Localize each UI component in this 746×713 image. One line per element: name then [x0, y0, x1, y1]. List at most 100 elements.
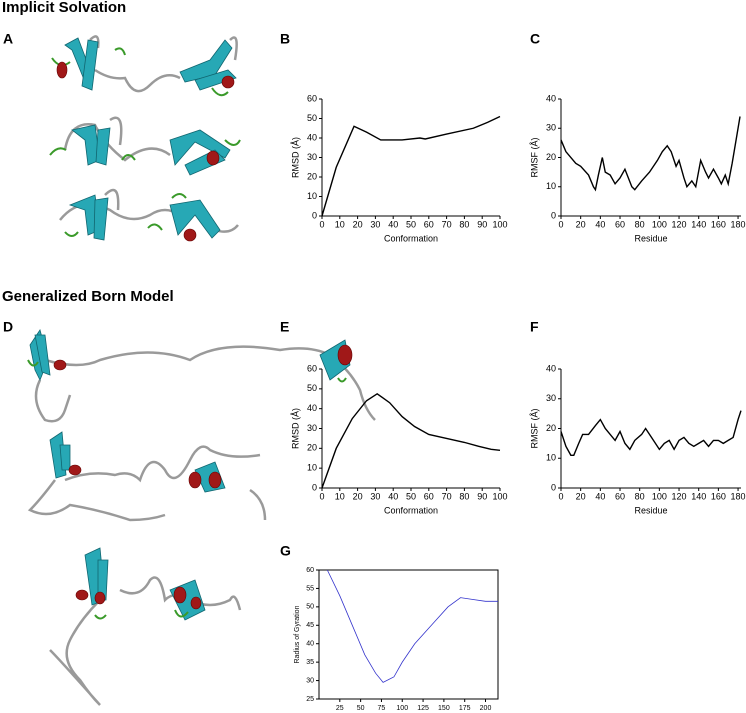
x-tick-label: 70	[442, 491, 452, 501]
y-tick-label: 10	[546, 181, 556, 191]
x-tick-label: 0	[319, 491, 324, 501]
x-tick-label: 80	[459, 219, 469, 229]
data-line	[560, 410, 742, 456]
x-tick-label: 10	[335, 491, 345, 501]
y-axis-label: RMSF (Å)	[529, 409, 539, 449]
data-line	[321, 115, 501, 217]
x-tick-label: 20	[576, 491, 586, 501]
y-tick-label: 35	[306, 659, 314, 666]
x-tick-label: 90	[477, 219, 487, 229]
y-tick-label: 0	[551, 210, 556, 220]
x-tick-label: 140	[691, 219, 706, 229]
x-axis-label: Residue	[634, 233, 667, 243]
x-tick-label: 40	[388, 219, 398, 229]
data-line	[560, 116, 741, 192]
section-heading: Generalized Born Model	[2, 288, 174, 305]
x-tick-label: 0	[319, 219, 324, 229]
y-tick-label: 30	[307, 152, 317, 162]
x-tick-label: 100	[396, 705, 408, 712]
y-tick-label: 20	[546, 152, 556, 162]
x-tick-label: 20	[353, 219, 363, 229]
x-tick-label: 180	[731, 491, 746, 501]
x-tick-label: 120	[672, 491, 687, 501]
x-tick-label: 50	[357, 705, 365, 712]
y-tick-label: 0	[312, 482, 317, 492]
x-axis-label: Conformation	[384, 233, 438, 243]
y-axis-label: RMSD (Å)	[290, 137, 300, 178]
data-line	[321, 392, 501, 489]
x-tick-label: 160	[711, 219, 726, 229]
y-tick-label: 30	[307, 423, 317, 433]
y-tick-label: 0	[551, 482, 556, 492]
x-tick-label: 80	[635, 491, 645, 501]
x-tick-label: 200	[480, 705, 492, 712]
y-axis-label: Radius of Gyration	[294, 605, 301, 663]
y-tick-label: 0	[312, 210, 317, 220]
y-axis-label: RMSF (Å)	[529, 138, 539, 178]
y-tick-label: 30	[546, 393, 556, 403]
y-tick-label: 40	[307, 403, 317, 413]
x-tick-label: 30	[370, 219, 380, 229]
data-line	[326, 569, 498, 683]
x-tick-label: 50	[406, 219, 416, 229]
y-tick-label: 40	[546, 363, 556, 373]
x-axis-label: Residue	[634, 505, 667, 515]
x-tick-label: 80	[635, 219, 645, 229]
y-tick-label: 40	[307, 132, 317, 142]
y-tick-label: 45	[306, 622, 314, 629]
plot-frame	[318, 569, 499, 700]
x-tick-label: 50	[406, 491, 416, 501]
x-tick-label: 30	[370, 491, 380, 501]
y-tick-label: 25	[306, 696, 314, 703]
x-tick-label: 60	[615, 491, 625, 501]
x-tick-label: 25	[336, 705, 344, 712]
y-tick-label: 50	[306, 604, 314, 611]
y-tick-label: 20	[307, 171, 317, 181]
y-tick-label: 30	[306, 677, 314, 684]
panel-label: D	[3, 319, 13, 335]
x-tick-label: 175	[459, 705, 471, 712]
x-tick-label: 70	[442, 219, 452, 229]
x-tick-label: 40	[595, 219, 605, 229]
x-tick-label: 180	[731, 219, 746, 229]
y-tick-label: 40	[306, 641, 314, 648]
y-tick-label: 40	[546, 93, 556, 103]
y-tick-label: 10	[307, 191, 317, 201]
x-tick-label: 140	[691, 491, 706, 501]
x-tick-label: 75	[378, 705, 386, 712]
y-tick-label: 50	[307, 113, 317, 123]
y-tick-label: 10	[307, 463, 317, 473]
x-tick-label: 160	[711, 491, 726, 501]
x-tick-label: 0	[558, 491, 563, 501]
y-tick-label: 55	[306, 585, 314, 592]
y-tick-label: 60	[307, 363, 317, 373]
y-tick-label: 10	[546, 453, 556, 463]
x-tick-label: 150	[438, 705, 450, 712]
x-tick-label: 100	[492, 219, 507, 229]
panel-label: F	[530, 319, 539, 335]
y-axis-label: RMSD (Å)	[290, 408, 300, 449]
panel-label: C	[530, 31, 540, 47]
panel-label: E	[280, 319, 289, 335]
y-tick-label: 20	[546, 423, 556, 433]
x-tick-label: 0	[558, 219, 563, 229]
y-tick-label: 50	[307, 383, 317, 393]
x-tick-label: 40	[595, 491, 605, 501]
x-tick-label: 20	[353, 491, 363, 501]
y-tick-label: 60	[307, 93, 317, 103]
panel-label: B	[280, 31, 290, 47]
panel-label: A	[3, 31, 13, 47]
x-tick-label: 60	[424, 491, 434, 501]
x-tick-label: 90	[477, 491, 487, 501]
y-tick-label: 60	[306, 567, 314, 574]
x-tick-label: 100	[492, 491, 507, 501]
panel-label: G	[280, 543, 291, 559]
x-tick-label: 120	[672, 219, 687, 229]
x-tick-label: 100	[652, 219, 667, 229]
protein-structures-a	[49, 35, 241, 242]
x-tick-label: 80	[459, 491, 469, 501]
x-tick-label: 60	[615, 219, 625, 229]
x-tick-label: 60	[424, 219, 434, 229]
x-tick-label: 20	[576, 219, 586, 229]
